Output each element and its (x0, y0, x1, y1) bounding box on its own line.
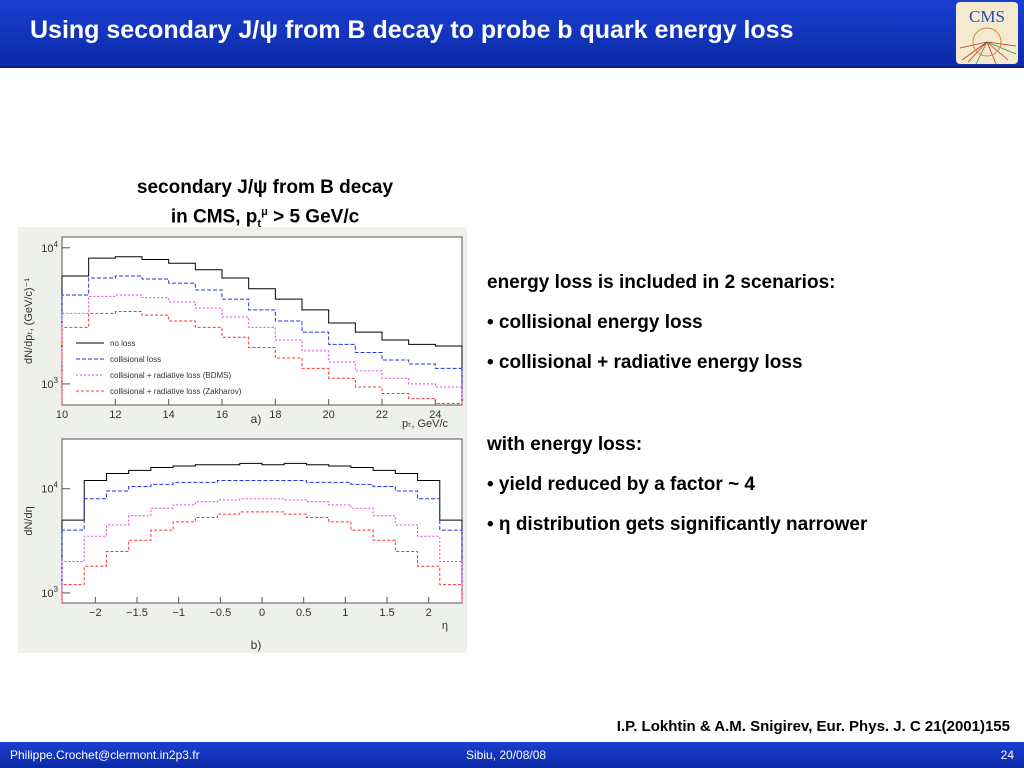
bullet-2: • collisional energy loss (487, 312, 703, 333)
caption-line-1: secondary J/ψ from B decay (136, 177, 394, 198)
y-tick-label: 104 (41, 481, 58, 496)
x-tick-label: 24 (429, 409, 441, 421)
caption-line-2: in CMS, ptμ > 5 GeV/c (80, 200, 450, 236)
legend-label-1: no loss (110, 339, 135, 348)
cms-logo: CMS (956, 2, 1018, 64)
series-4-line (61, 511, 463, 603)
series-4-line (61, 311, 463, 405)
x-tick-label: 2 (426, 607, 432, 619)
x-tick-label: 0 (259, 607, 265, 619)
bullet-6: • yield reduced by a factor ~ 4 (487, 474, 756, 495)
bullet-gap (487, 390, 1007, 432)
x-tick-label: −0.5 (209, 607, 231, 619)
footer-venue: Sibiu, 20/08/08 (466, 748, 547, 762)
plots-panel: 10 12 14 16 18 20 22 24 103 104 pₜ, GeV/c dN/dpₜ, (… (18, 227, 467, 653)
y-tick-label: 103 (41, 585, 58, 600)
footer-bar: Philippe.Crochet@clermont.in2p3.fr Sibiu… (0, 742, 1024, 768)
footer-email: Philippe.Crochet@clermont.in2p3.fr (10, 748, 200, 762)
x-tick-label: 1 (342, 607, 348, 619)
x-tick-label: 20 (323, 409, 335, 421)
x-tick-label: −1.5 (126, 607, 148, 619)
legend-label-2: collisional loss (110, 355, 161, 364)
caption-line-2-sup: μ (261, 206, 268, 218)
x-tick-label: 22 (376, 409, 388, 421)
series-2-line (61, 479, 463, 603)
y-tick-label: 103 (41, 376, 58, 391)
x-tick-label: −2 (89, 607, 102, 619)
bullet-3: • collisional + radiative energy loss (487, 352, 803, 373)
series-1-line (61, 462, 463, 603)
legend-label-3: collisional + radiative loss (BDMS) (110, 371, 231, 380)
x-tick-label: −1 (172, 607, 185, 619)
x-tick-label: 10 (56, 409, 68, 421)
figure-caption: secondary J/ψ from B decay in CMS, ptμ >… (80, 176, 450, 236)
panel-label: b) (251, 638, 262, 652)
y-tick-label: 104 (41, 240, 58, 255)
x-axis-label: η (442, 620, 448, 632)
cms-logo-text: CMS (969, 7, 1005, 26)
x-tick-label: 14 (163, 409, 175, 421)
x-tick-label: 18 (269, 409, 281, 421)
footer-page-number: 24 (1000, 748, 1014, 762)
series-2-line (61, 275, 463, 405)
caption-line-2-sub: t (257, 218, 262, 231)
slide-title: Using secondary J/ψ from B decay to prob… (30, 16, 794, 44)
bullet-1: energy loss is included in 2 scenarios: (487, 272, 836, 293)
x-tick-label: 16 (216, 409, 228, 421)
y-axis-label: dN/dη (23, 506, 35, 535)
series-1-line (61, 256, 463, 405)
reference: I.P. Lokhtin & A.M. Snigirev, Eur. Phys.… (616, 718, 1010, 735)
x-tick-label: 0.5 (296, 607, 311, 619)
caption-line-2-suffix: > 5 GeV/c (267, 206, 360, 228)
x-axis-label: pₜ, GeV/c (402, 418, 449, 430)
panel-label: a) (251, 412, 262, 426)
title-bar: Using secondary J/ψ from B decay to prob… (0, 0, 1024, 68)
bullet-5: with energy loss: (487, 434, 643, 455)
series-3-line (61, 498, 463, 603)
y-axis-label: dN/dpₜ, (GeV/c)⁻¹ (23, 278, 35, 364)
plot-frame (61, 236, 463, 406)
bullet-list: energy loss is included in 2 scenarios: … (487, 270, 1007, 552)
caption-line-2-prefix: in CMS, p (170, 206, 258, 228)
legend-label-4: collisional + radiative loss (Zakharov) (110, 387, 242, 396)
x-tick-label: 1.5 (379, 607, 394, 619)
x-tick-label: 12 (109, 409, 121, 421)
bullet-7: • η distribution gets significantly narr… (487, 514, 868, 535)
